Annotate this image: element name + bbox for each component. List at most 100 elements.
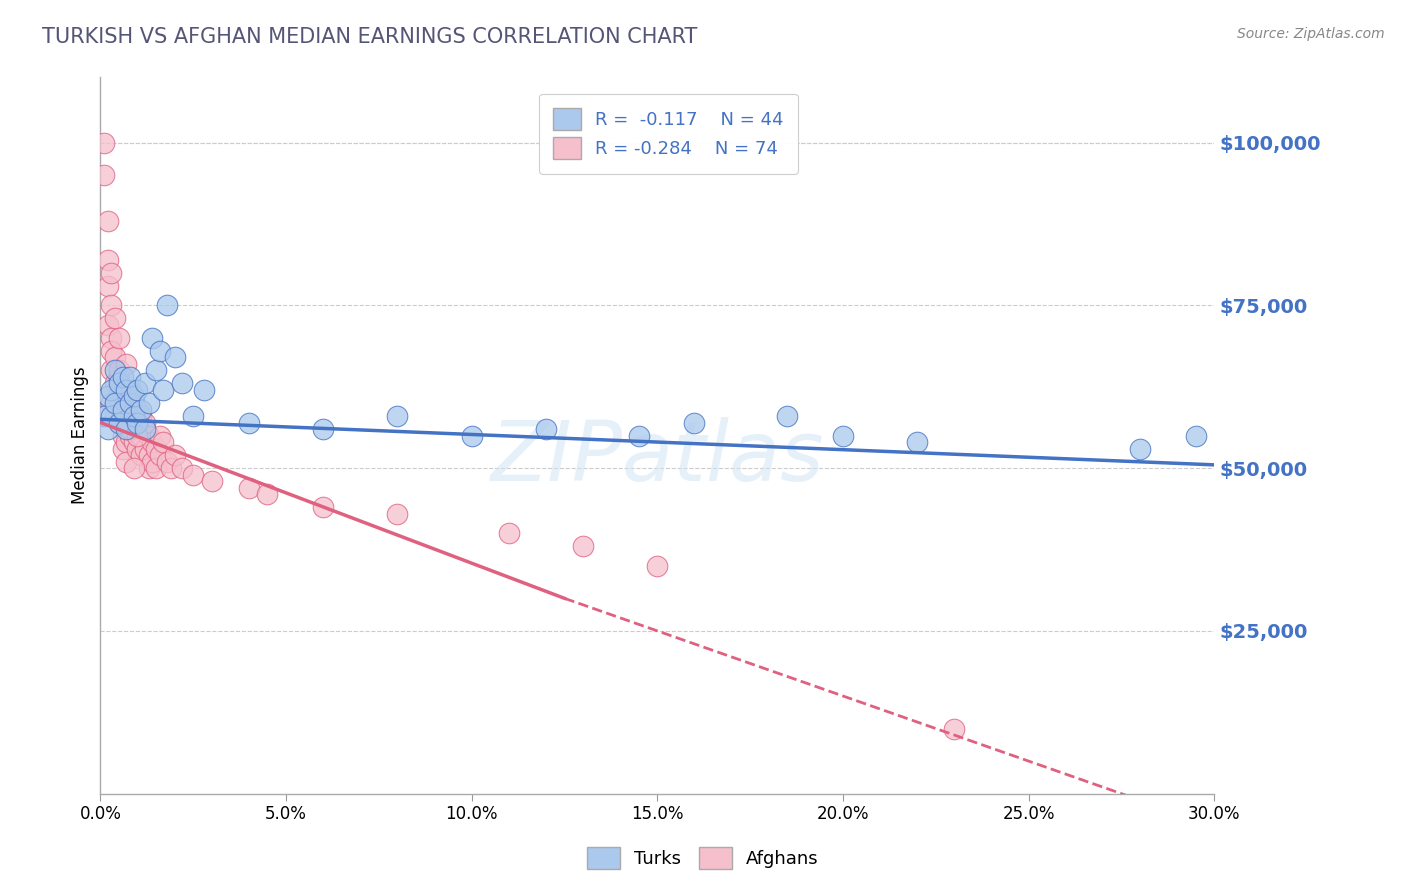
Point bbox=[120, 396, 142, 410]
Point bbox=[122, 461, 145, 475]
Point bbox=[122, 416, 145, 430]
Point bbox=[170, 461, 193, 475]
Point bbox=[149, 343, 172, 358]
Point bbox=[149, 428, 172, 442]
Y-axis label: Median Earnings: Median Earnings bbox=[72, 367, 89, 504]
Point bbox=[127, 383, 149, 397]
Point bbox=[138, 396, 160, 410]
Point bbox=[256, 487, 278, 501]
Point bbox=[115, 416, 138, 430]
Point bbox=[93, 168, 115, 182]
Point bbox=[498, 526, 520, 541]
Point bbox=[201, 474, 224, 488]
Point bbox=[1184, 428, 1206, 442]
Point bbox=[141, 331, 163, 345]
Point bbox=[127, 416, 149, 430]
Point bbox=[460, 428, 482, 442]
Point bbox=[111, 428, 134, 442]
Point bbox=[127, 428, 149, 442]
Point bbox=[108, 416, 131, 430]
Point bbox=[93, 136, 115, 150]
Point bbox=[104, 311, 127, 326]
Point bbox=[100, 396, 122, 410]
Point bbox=[120, 422, 142, 436]
Point bbox=[776, 409, 799, 423]
Point bbox=[122, 389, 145, 403]
Point bbox=[104, 363, 127, 377]
Point bbox=[104, 351, 127, 365]
Point bbox=[100, 343, 122, 358]
Point bbox=[145, 442, 167, 456]
Point bbox=[111, 389, 134, 403]
Point bbox=[115, 357, 138, 371]
Point bbox=[138, 461, 160, 475]
Point bbox=[134, 422, 156, 436]
Point bbox=[127, 402, 149, 417]
Point bbox=[122, 409, 145, 423]
Point bbox=[387, 409, 409, 423]
Point bbox=[108, 370, 131, 384]
Point bbox=[97, 389, 120, 403]
Point bbox=[312, 422, 335, 436]
Point bbox=[647, 558, 669, 573]
Point bbox=[129, 409, 152, 423]
Point bbox=[138, 428, 160, 442]
Point bbox=[145, 461, 167, 475]
Point bbox=[108, 376, 131, 391]
Point bbox=[129, 448, 152, 462]
Point bbox=[111, 442, 134, 456]
Point bbox=[97, 318, 120, 332]
Point bbox=[93, 409, 115, 423]
Point bbox=[97, 422, 120, 436]
Point bbox=[120, 370, 142, 384]
Point bbox=[115, 454, 138, 468]
Point bbox=[100, 409, 122, 423]
Point bbox=[170, 376, 193, 391]
Point bbox=[111, 402, 134, 417]
Point bbox=[129, 428, 152, 442]
Point bbox=[149, 448, 172, 462]
Point bbox=[104, 396, 127, 410]
Legend: R =  -0.117    N = 44, R = -0.284    N = 74: R = -0.117 N = 44, R = -0.284 N = 74 bbox=[538, 94, 799, 174]
Point bbox=[832, 428, 855, 442]
Point bbox=[111, 409, 134, 423]
Text: Source: ZipAtlas.com: Source: ZipAtlas.com bbox=[1237, 27, 1385, 41]
Point bbox=[156, 298, 179, 312]
Point bbox=[238, 481, 260, 495]
Point bbox=[181, 409, 204, 423]
Point bbox=[127, 442, 149, 456]
Text: ZIPatlas: ZIPatlas bbox=[491, 417, 824, 498]
Point bbox=[122, 435, 145, 450]
Point bbox=[108, 363, 131, 377]
Point bbox=[163, 448, 186, 462]
Point bbox=[152, 383, 174, 397]
Point bbox=[100, 266, 122, 280]
Point bbox=[312, 500, 335, 515]
Point bbox=[156, 454, 179, 468]
Point bbox=[1129, 442, 1152, 456]
Point bbox=[905, 435, 928, 450]
Point bbox=[108, 331, 131, 345]
Point bbox=[572, 539, 595, 553]
Point bbox=[134, 416, 156, 430]
Point bbox=[108, 396, 131, 410]
Point bbox=[141, 435, 163, 450]
Point bbox=[97, 213, 120, 227]
Point bbox=[115, 422, 138, 436]
Point bbox=[134, 442, 156, 456]
Point bbox=[181, 467, 204, 482]
Point bbox=[943, 722, 966, 736]
Point bbox=[111, 370, 134, 384]
Point bbox=[134, 422, 156, 436]
Point bbox=[111, 389, 134, 403]
Point bbox=[100, 383, 122, 397]
Point bbox=[152, 435, 174, 450]
Point bbox=[238, 416, 260, 430]
Point bbox=[163, 351, 186, 365]
Point bbox=[120, 428, 142, 442]
Point bbox=[387, 507, 409, 521]
Point bbox=[120, 383, 142, 397]
Point bbox=[104, 409, 127, 423]
Point bbox=[108, 416, 131, 430]
Point bbox=[120, 383, 142, 397]
